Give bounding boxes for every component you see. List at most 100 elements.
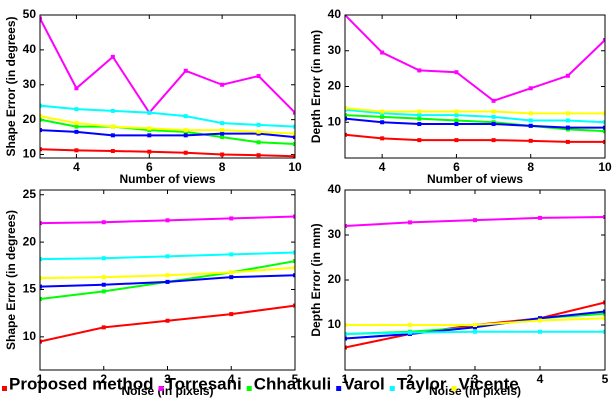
y-tick-label: 50 — [23, 7, 37, 21]
point-marker — [454, 138, 459, 143]
point-marker — [40, 257, 42, 262]
x-tick-label: 1 — [342, 372, 349, 386]
y-tick-label: 40 — [328, 182, 342, 196]
point-marker — [110, 108, 115, 113]
x-tick-label: 3 — [472, 372, 479, 386]
axes-frame — [344, 189, 606, 371]
series-line — [40, 104, 295, 128]
point-marker — [101, 220, 106, 225]
point-marker — [603, 215, 605, 219]
point-marker — [110, 124, 115, 129]
point-marker — [147, 110, 152, 115]
y-axis-label: Shape Error (in degrees) — [4, 16, 18, 156]
legend-label: Vicente — [459, 374, 519, 393]
point-marker — [229, 275, 234, 280]
x-tick-label: 10 — [288, 160, 302, 174]
point-marker — [380, 109, 385, 114]
point-marker — [293, 214, 295, 219]
point-marker — [473, 218, 477, 223]
point-marker — [538, 316, 542, 321]
legend-swatch — [2, 386, 7, 391]
point-marker — [538, 329, 542, 334]
plot-area — [345, 215, 605, 350]
point-marker — [408, 330, 412, 335]
point-marker — [454, 113, 459, 118]
point-marker — [380, 136, 385, 141]
panel: 10 20 30 40 50 4 6 8 10 Number of views Shape Erro… — [4, 7, 302, 186]
point-marker — [380, 50, 385, 55]
point-marker — [345, 323, 347, 327]
point-marker — [165, 218, 170, 223]
point-marker — [538, 215, 542, 220]
legend: Proposed method Torresani Chhatkuli Varol Ta… — [2, 374, 519, 393]
legend-label: Varol — [343, 374, 385, 393]
point-marker — [183, 114, 188, 119]
y-tick-label: 10 — [328, 114, 342, 128]
x-axis-label: Number of views — [119, 172, 215, 186]
x-tick-label: 6 — [453, 160, 460, 174]
point-marker — [101, 282, 106, 287]
plot-area — [345, 15, 605, 144]
legend-label: Chhatkuli — [254, 374, 331, 393]
point-marker — [417, 68, 422, 73]
panel: 10 20 30 40 4 6 8 10 Number of views Depth Error … — [309, 7, 612, 186]
point-marker — [110, 149, 115, 154]
point-marker — [183, 133, 188, 138]
y-tick-label: 20 — [328, 79, 342, 93]
point-marker — [345, 336, 347, 341]
series-line — [40, 148, 295, 158]
point-marker — [528, 138, 533, 143]
point-marker — [256, 122, 261, 127]
point-marker — [101, 275, 106, 280]
series-line — [40, 115, 295, 135]
series-line — [345, 133, 605, 143]
point-marker — [417, 138, 422, 143]
point-marker — [417, 122, 422, 127]
point-marker — [565, 125, 570, 130]
y-tick-label: 40 — [328, 7, 342, 21]
point-marker — [220, 131, 225, 136]
y-tick-label: 30 — [328, 227, 342, 241]
point-marker — [417, 113, 422, 118]
series-line — [40, 129, 295, 139]
point-marker — [183, 150, 188, 155]
point-marker — [538, 318, 542, 323]
point-marker — [293, 265, 295, 270]
point-marker — [293, 131, 295, 136]
series-line — [345, 117, 605, 129]
legend-swatch — [451, 386, 457, 391]
point-marker — [40, 284, 42, 289]
point-marker — [74, 148, 79, 153]
point-marker — [293, 273, 295, 278]
point-marker — [603, 329, 605, 334]
x-axis-label: Noise (in pixels) — [121, 384, 213, 398]
series-line — [40, 118, 295, 146]
point-marker — [165, 254, 170, 259]
point-marker — [293, 303, 295, 308]
x-axis-label: Number of views — [427, 172, 523, 186]
point-marker — [528, 111, 533, 116]
x-tick-label: 4 — [228, 372, 235, 386]
point-marker — [40, 103, 42, 108]
point-marker — [417, 109, 422, 114]
point-marker — [293, 110, 295, 115]
x-tick-label: 4 — [73, 160, 80, 174]
point-marker — [293, 250, 295, 255]
y-tick-label: 30 — [328, 43, 342, 57]
point-marker — [101, 256, 106, 261]
point-marker — [380, 120, 385, 125]
point-marker — [256, 140, 261, 145]
plot-area — [40, 214, 295, 344]
point-marker — [40, 296, 42, 301]
point-marker — [345, 116, 347, 121]
point-marker — [40, 147, 42, 152]
point-marker — [454, 118, 459, 123]
legend-swatch — [336, 386, 342, 391]
point-marker — [565, 118, 570, 123]
legend-label: Proposed method — [9, 374, 154, 393]
point-marker — [345, 224, 347, 228]
point-marker — [528, 86, 533, 91]
panel: 10 15 20 25 1 2 3 4 5 Noise (in pixels) Shape Erro… — [4, 187, 298, 398]
series-line — [40, 304, 295, 343]
